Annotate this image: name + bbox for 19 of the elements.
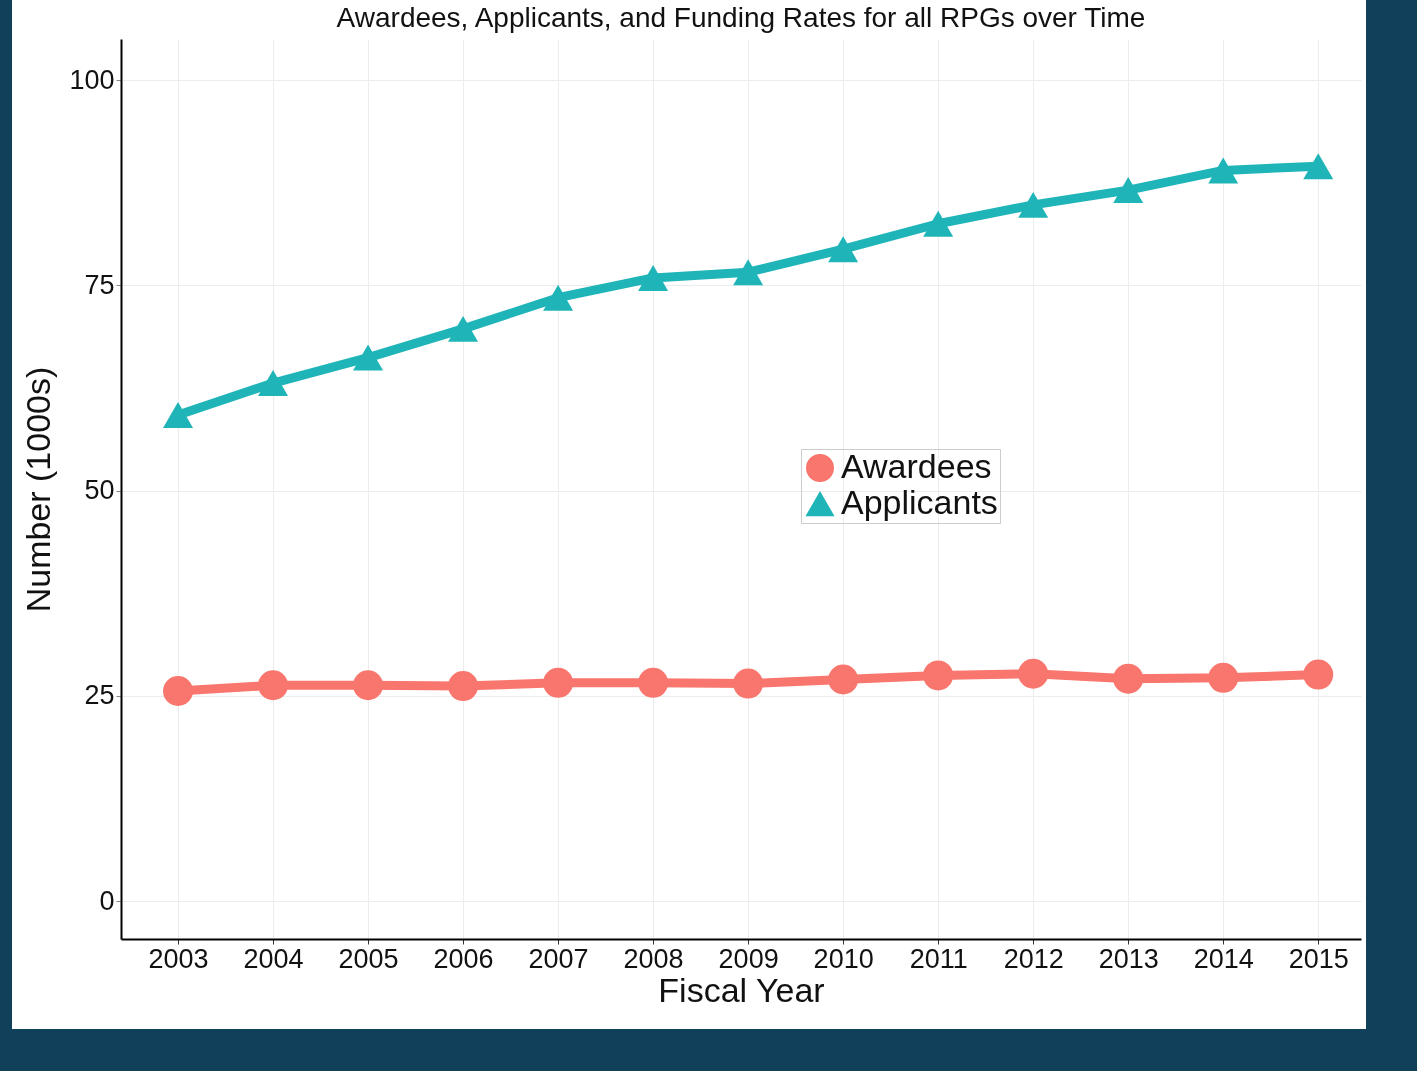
legend-label: Awardees [841, 447, 992, 485]
x-tick-label: 2006 [433, 943, 494, 974]
x-tick-label: 2005 [338, 943, 399, 974]
y-tick-label: 100 [69, 64, 115, 95]
x-tick-label: 2003 [148, 943, 209, 974]
x-tick-label: 2007 [528, 943, 589, 974]
legend-label: Applicants [841, 483, 998, 521]
y-axis-title: Number (1000s) [19, 366, 58, 613]
y-tick-label: 50 [84, 475, 115, 506]
x-tick-label: 2014 [1193, 943, 1254, 974]
y-tick-label: 0 [99, 885, 115, 916]
x-tick-label: 2015 [1288, 943, 1349, 974]
x-tick-label: 2004 [243, 943, 304, 974]
x-tick-label: 2012 [1003, 943, 1064, 974]
x-tick-label: 2011 [909, 943, 968, 974]
y-tick-label: 25 [84, 680, 115, 711]
x-tick-label: 2013 [1098, 943, 1159, 974]
y-tick-label: 75 [84, 269, 115, 300]
chart-title: Awardees, Applicants, and Funding Rates for all RPGs over Time [336, 2, 1146, 33]
